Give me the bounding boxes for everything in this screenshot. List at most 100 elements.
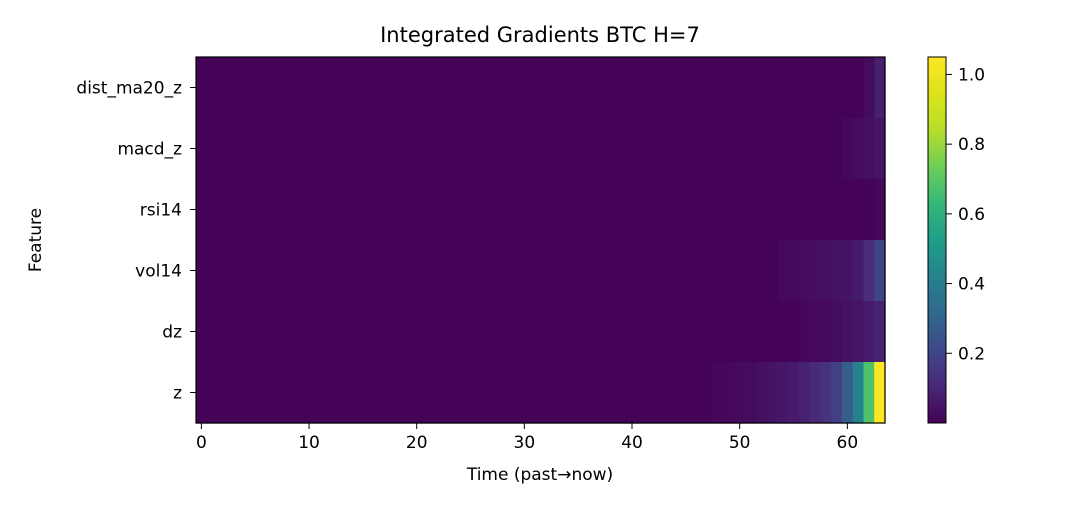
heatmap-cell [594,240,606,302]
heatmap-cell [605,118,617,180]
heatmap-cell [863,57,875,119]
heatmap-cell [626,240,638,302]
heatmap-cell [712,301,725,363]
heatmap-cell [454,240,466,302]
heatmap-cell [508,362,520,424]
heatmap-cell [777,57,789,119]
heatmap-cells [196,57,886,424]
heatmap-cell [228,362,240,424]
heatmap-cell [518,179,531,241]
heatmap-cell [540,240,552,302]
heatmap-cell [400,362,412,424]
heatmap-cell [475,118,488,180]
heatmap-cell [766,301,778,363]
heatmap-cell [475,57,488,119]
heatmap-cell [206,57,219,119]
heatmap-cell [723,118,735,180]
heatmap-cell [615,179,628,241]
heatmap-cell [206,179,219,241]
heatmap-cell [196,362,208,424]
heatmap-cell [282,301,294,363]
heatmap-cell [422,118,434,180]
heatmap-cell [863,118,875,180]
heatmap-cell [841,301,854,363]
heatmap-cell [798,362,811,424]
heatmap-cell [454,179,466,241]
heatmap-cell [863,240,875,302]
heatmap-cell [314,118,326,180]
heatmap-cell [712,179,725,241]
heatmap-cell [400,301,412,363]
heatmap-cell [712,362,725,424]
heatmap-cell [841,179,854,241]
heatmap-cell [637,301,649,363]
heatmap-cell [497,57,509,119]
heatmap-cell [755,118,768,180]
heatmap-cell [497,179,509,241]
heatmap-cell [432,240,445,302]
heatmap-cell [292,57,305,119]
heatmap-cell [788,57,800,119]
heatmap-cell [809,179,822,241]
heatmap-cell [486,240,499,302]
heatmap-cell [228,179,240,241]
y-tick-label: macd_z [117,140,182,160]
heatmap-cell [411,57,423,119]
heatmap-cell [863,179,875,241]
heatmap-cell [260,362,272,424]
heatmap-cell [325,301,337,363]
heatmap-cell [831,118,843,180]
heatmap-cell [292,362,305,424]
heatmap-cell [540,179,552,241]
heatmap-cell [701,57,714,119]
heatmap-cell [260,179,272,241]
heatmap-cell [745,118,757,180]
heatmap-cell [605,179,617,241]
heatmap-cell [518,240,531,302]
heatmap-cell [196,179,208,241]
heatmap-cell [594,362,606,424]
heatmap-cell [217,240,229,302]
heatmap-cell [572,362,585,424]
heatmap-cell [357,57,369,119]
heatmap-cell [292,240,305,302]
heatmap-cell [788,240,800,302]
heatmap-cell [658,240,671,302]
heatmap-cell [432,179,445,241]
heatmap-cell [820,240,832,302]
heatmap-cell [583,240,595,302]
heatmap-cell [626,362,638,424]
heatmap-cell [239,362,251,424]
heatmap-cell [669,57,682,119]
heatmap-cell [820,179,832,241]
heatmap-cell [562,57,574,119]
heatmap-cell [583,179,595,241]
heatmap-cell [605,57,617,119]
heatmap-cell [788,179,800,241]
heatmap-cell [615,118,628,180]
heatmap-cell [400,179,412,241]
y-tick-label: dist_ma20_z [76,79,182,99]
y-axis-ticks: dist_ma20_z macd_z rsi14 vol14 dz z [76,79,196,404]
heatmap-cell [271,362,283,424]
heatmap-cell [465,57,477,119]
heatmap-cell [217,57,229,119]
heatmap-cell [196,118,208,180]
heatmap-cell [271,240,283,302]
heatmap-cell [346,362,359,424]
heatmap-cell [432,118,445,180]
heatmap-cell [712,57,725,119]
heatmap-cell [583,118,595,180]
heatmap-cell [422,179,434,241]
colorbar-tick-label: 0.8 [958,135,985,155]
heatmap-cell [540,118,552,180]
heatmap-cell [841,118,854,180]
heatmap-cell [508,301,520,363]
heatmap-cell [680,240,692,302]
heatmap-cell [368,362,380,424]
heatmap-cell [411,301,423,363]
heatmap-cell [486,118,499,180]
heatmap-cell [648,179,660,241]
heatmap-cell [626,118,638,180]
